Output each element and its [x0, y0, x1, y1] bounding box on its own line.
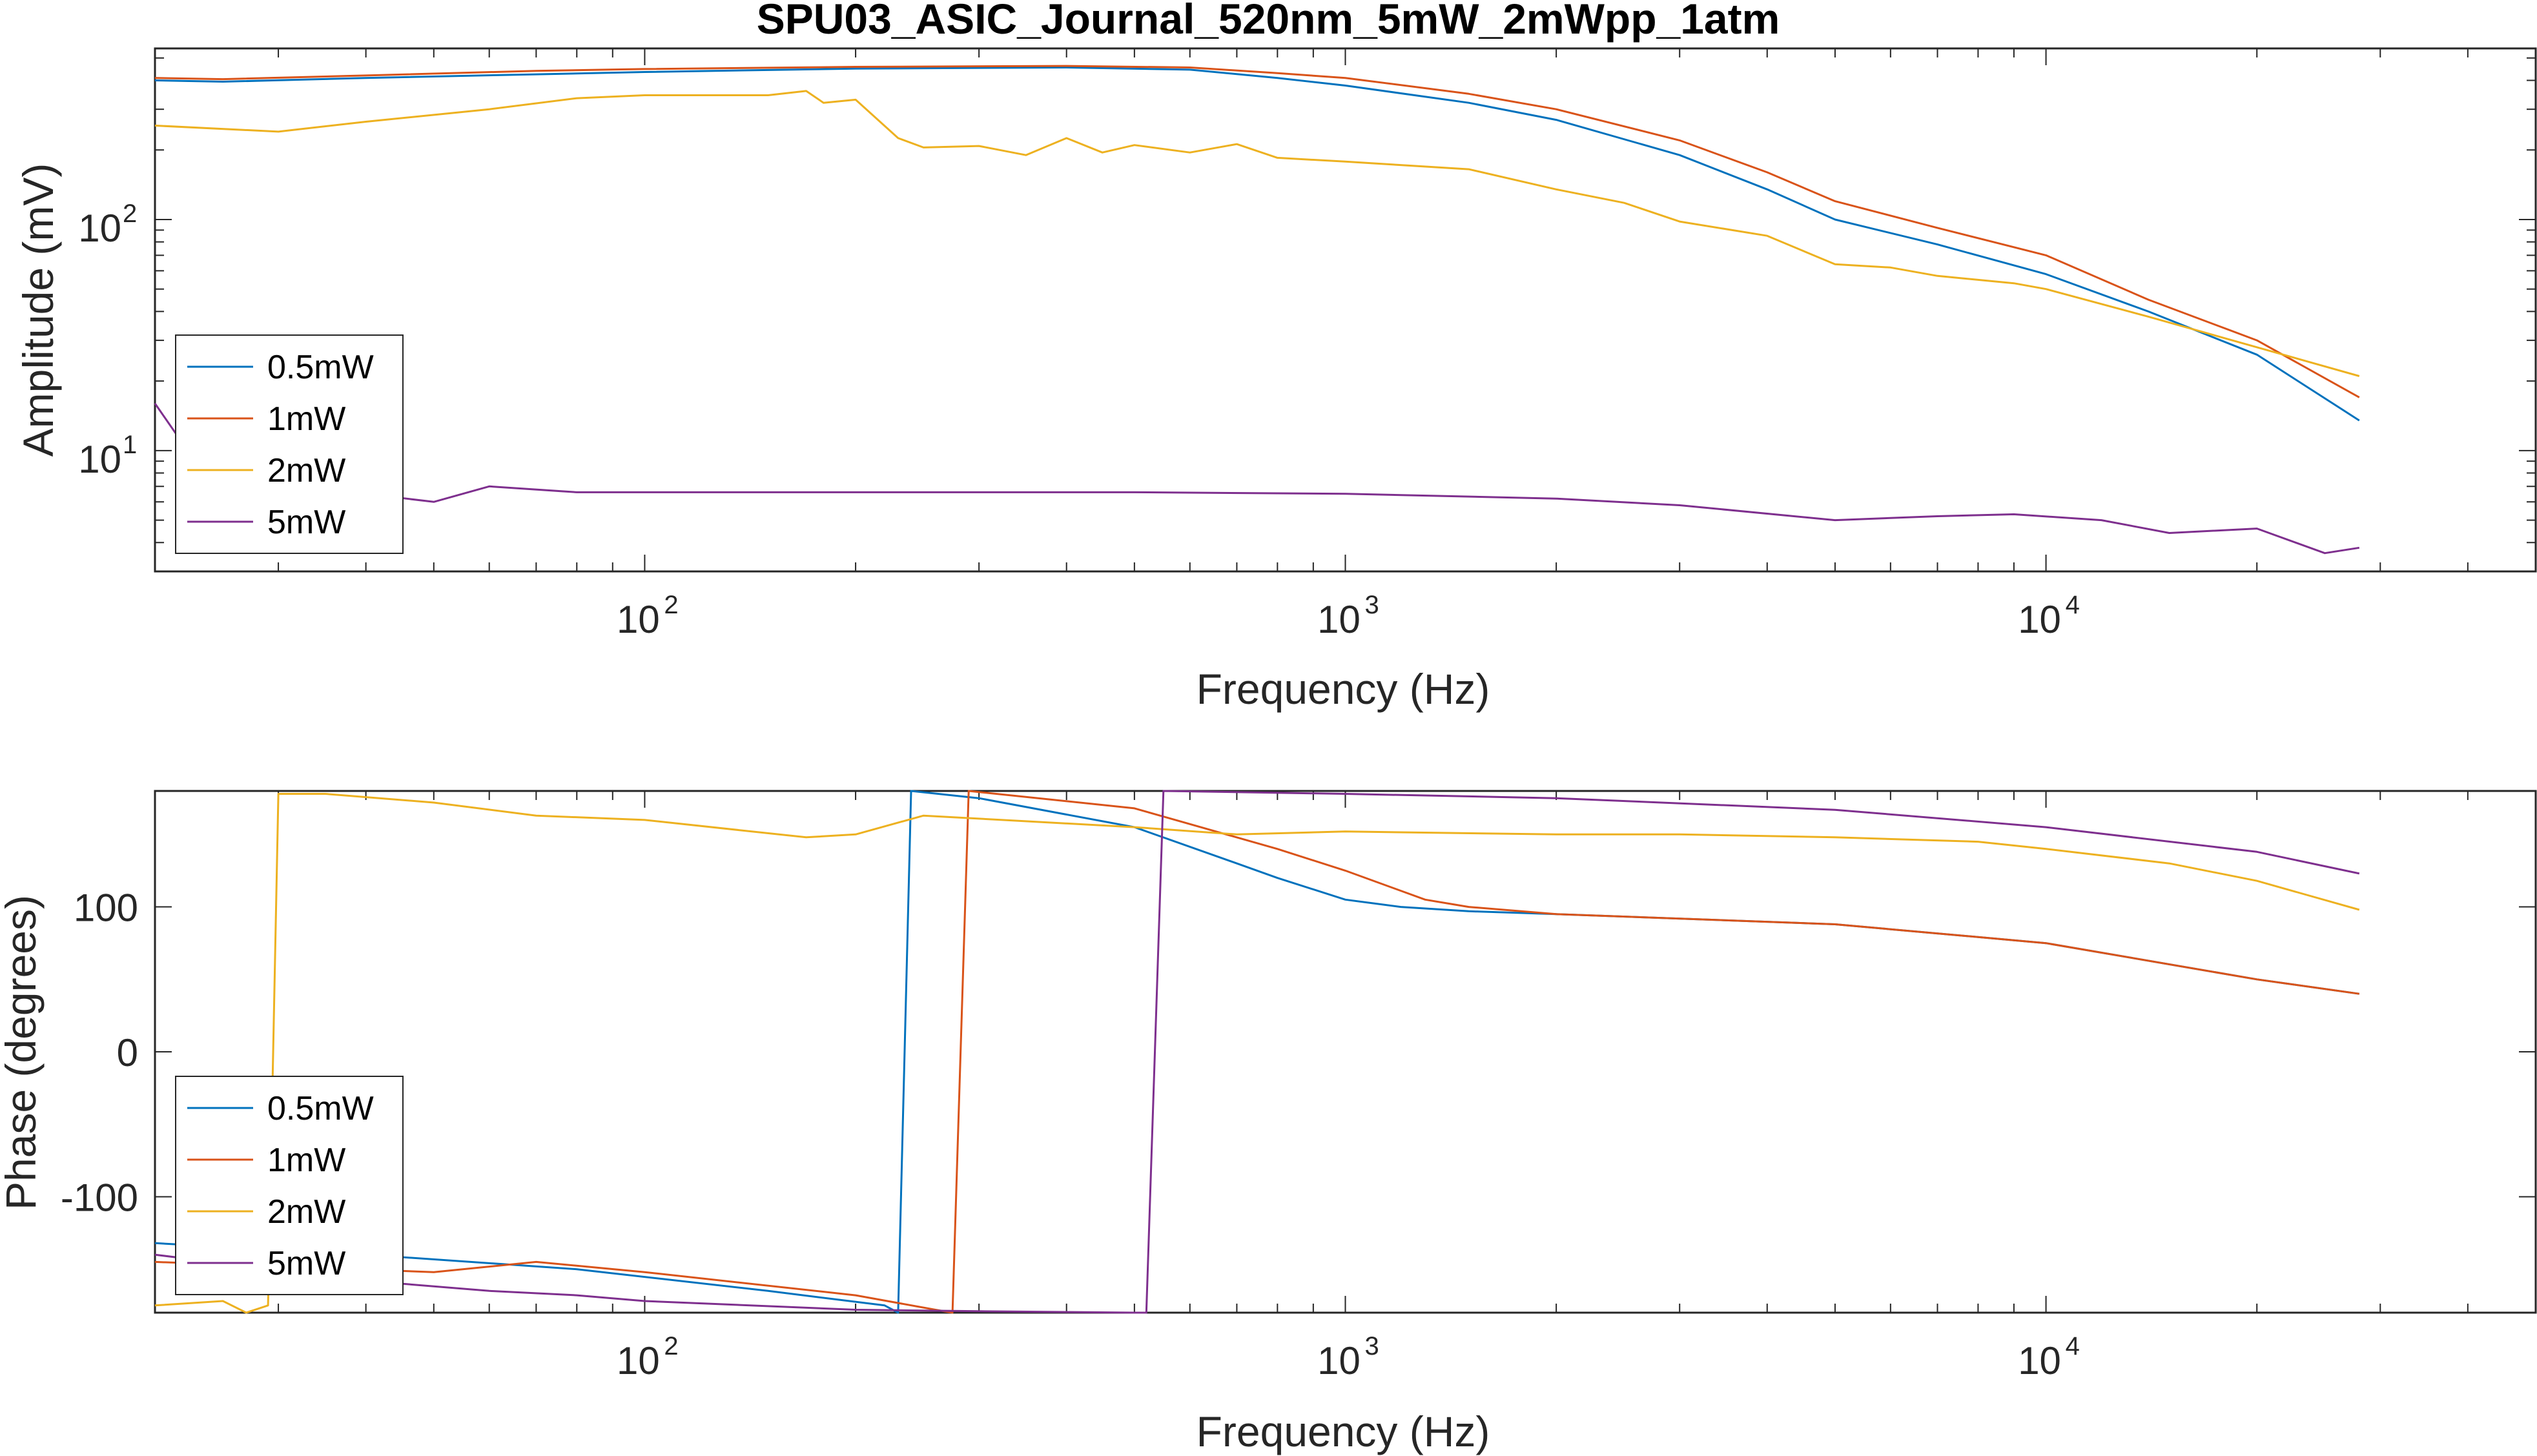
phase-axes-box	[154, 790, 2537, 1314]
amplitude-x-axis-label: Frequency (Hz)	[1197, 665, 1490, 713]
series-line-1mW	[154, 65, 2360, 398]
legend-box	[175, 1076, 404, 1295]
x-tick-label-exponent: 4	[2066, 591, 2080, 619]
y-tick-label-exponent: 2	[123, 200, 137, 228]
phase-y-axis-label: Phase (degrees)	[0, 895, 45, 1210]
legend-label-0.5mW: 0.5mW	[267, 1090, 374, 1127]
amplitude-plot-area: 0.5mW 1mW 2mW 5mW	[154, 47, 2537, 573]
x-tick-label: 10	[617, 1339, 660, 1382]
x-tick-label-exponent: 4	[2066, 1332, 2080, 1360]
series-line-5mW	[154, 790, 2360, 1314]
legend-label-1mW: 1mW	[267, 400, 345, 438]
amplitude-axes-box	[154, 47, 2537, 573]
x-tick-label: 10	[2018, 598, 2061, 641]
legend-label-2mW: 2mW	[267, 452, 345, 489]
x-tick-label: 10	[1317, 598, 1361, 641]
legend-label-1mW: 1mW	[267, 1142, 345, 1179]
amplitude-tick-labels: 10 2 10 3 10 410 110 2	[78, 200, 2080, 641]
y-tick-label: 10	[78, 207, 121, 250]
x-tick-label: 10	[1317, 1339, 1361, 1382]
legend-label-5mW: 5mW	[267, 504, 345, 541]
y-tick-label: 0	[117, 1031, 138, 1074]
y-tick-label-exponent: 1	[123, 431, 137, 459]
x-tick-label-exponent: 3	[1365, 591, 1379, 619]
amplitude-panel: SPU03_ASIC_Journal_520nm_5mW_2mWpp_1atm …	[14, 0, 2537, 713]
phase-legend: 0.5mW 1mW 2mW 5mW	[175, 1076, 404, 1295]
series-line-1mW	[154, 790, 2360, 1314]
legend-label-2mW: 2mW	[267, 1193, 345, 1231]
amplitude-ticks	[154, 48, 2536, 572]
x-tick-label: 10	[617, 598, 660, 641]
series-line-2mW	[154, 793, 2360, 1314]
legend-label-5mW: 5mW	[267, 1245, 345, 1282]
y-tick-label: 100	[74, 887, 138, 930]
phase-series	[154, 790, 2360, 1314]
x-tick-label-exponent: 2	[664, 1332, 678, 1360]
chart-title: SPU03_ASIC_Journal_520nm_5mW_2mWpp_1atm	[757, 0, 1780, 43]
series-line-2mW	[154, 90, 2360, 377]
x-tick-label-exponent: 3	[1365, 1332, 1379, 1360]
legend-box	[175, 334, 404, 554]
phase-x-axis-label: Frequency (Hz)	[1197, 1408, 1490, 1455]
legend-label-0.5mW: 0.5mW	[267, 349, 374, 386]
x-tick-label: 10	[2018, 1339, 2061, 1382]
amplitude-y-axis-label: Amplitude (mV)	[14, 163, 62, 457]
amplitude-legend: 0.5mW 1mW 2mW 5mW	[175, 334, 404, 554]
y-tick-label: -100	[61, 1176, 138, 1219]
phase-ticks	[154, 791, 2536, 1313]
x-tick-label-exponent: 2	[664, 591, 678, 619]
series-line-0.5mW	[154, 67, 2360, 422]
phase-plot-area: 0.5mW 1mW 2mW 5mW	[154, 790, 2537, 1314]
y-tick-label: 10	[78, 438, 121, 481]
